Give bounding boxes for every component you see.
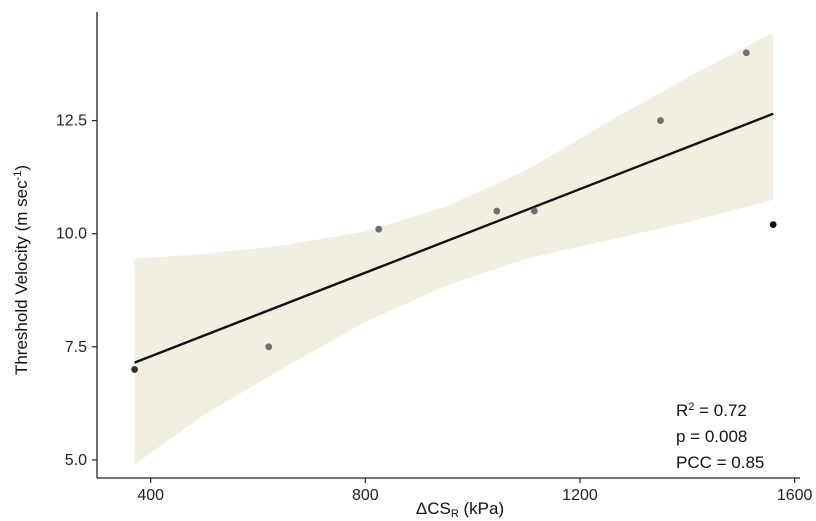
data-point-7 [742,49,750,57]
data-point-4 [493,207,501,215]
x-tick-label-400: 400 [137,487,164,504]
x-tick-label-800: 800 [352,487,379,504]
x-tick-label-1200: 1200 [562,487,598,504]
data-point-1 [131,366,138,373]
data-point-8 [769,221,777,229]
x-axis-title: ΔCSR (kPa) [416,499,504,520]
regression-line [134,112,774,364]
y-axis-title: Threshold Velocity (m sec-1) [12,165,31,375]
confidence-band [134,32,774,465]
y-tick-label-3: 12.5 [56,113,87,130]
y-tick-label-1: 7.5 [65,339,87,356]
annotation-r-squared: R2 = 0.72 [676,401,747,420]
data-point-6 [657,117,664,124]
axes [92,12,800,483]
data-point-3 [375,225,383,233]
data-point-5 [530,207,538,215]
tick-labels: 400 800 1200 1600 5.0 7.5 10.0 12.5 [56,113,813,504]
annotation-pcc: PCC = 0.85 [676,453,764,472]
statistics-annotation: R2 = 0.72 p = 0.008 PCC = 0.85 [676,401,764,472]
data-points-layer [131,49,777,373]
confidence-band-layer [134,32,774,465]
y-tick-label-0: 5.0 [65,452,87,469]
regression-line-layer [134,112,774,364]
y-tick-label-2: 10.0 [56,226,87,243]
annotation-p-value: p = 0.008 [676,427,747,446]
data-point-2 [265,343,273,351]
x-tick-label-1600: 1600 [777,487,813,504]
